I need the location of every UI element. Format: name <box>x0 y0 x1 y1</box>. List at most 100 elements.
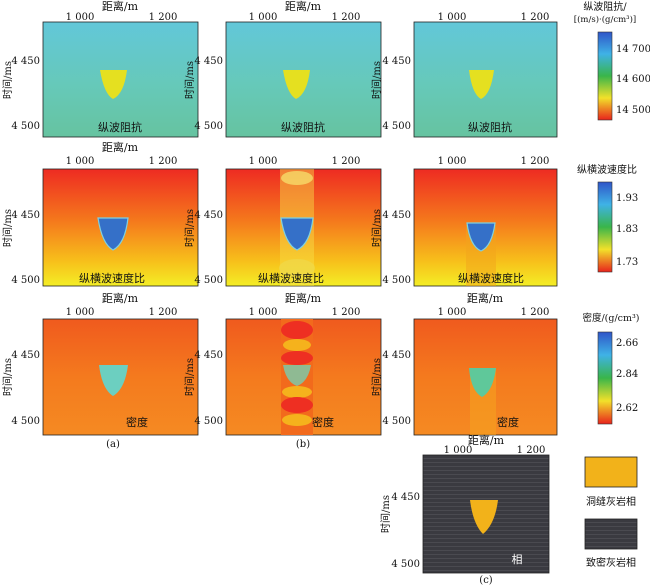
legend-label-tight: 致密灰岩相 <box>586 556 636 569</box>
y-tick: 4 500 <box>382 121 411 132</box>
panel-label: 纵横波速度比 <box>258 271 324 285</box>
x-tick: 1 000 <box>444 445 473 456</box>
legend-label-vuggy: 洞缝灰岩相 <box>586 495 636 508</box>
x-axis-title: 距离/m <box>102 291 139 305</box>
x-tick: 1 000 <box>249 156 278 167</box>
x-tick: 1 200 <box>517 445 546 456</box>
y-axis-title: 时间/ms <box>370 358 383 396</box>
x-tick: 1 000 <box>66 156 95 167</box>
panel-label: 密度 <box>126 415 148 429</box>
y-axis-title: 时间/ms <box>183 358 196 396</box>
y-tick: 4 500 <box>11 121 40 132</box>
y-axis-title: 时间/ms <box>370 209 383 247</box>
y-tick: 4 450 <box>391 492 420 503</box>
colorbar-density <box>597 331 613 425</box>
x-tick: 1 200 <box>149 156 178 167</box>
y-tick: 4 500 <box>11 416 40 427</box>
x-tick: 1 000 <box>438 12 467 23</box>
legend-swatch-tight <box>584 518 638 550</box>
panel-density-b <box>225 318 382 436</box>
panel-impedance-a <box>42 21 199 138</box>
panel-label: 纵波阻抗 <box>468 120 512 134</box>
column-label-a: (a) <box>106 439 120 450</box>
y-tick: 4 500 <box>194 416 223 427</box>
colorbar-tick: 1.93 <box>616 193 638 204</box>
panel-label: 密度 <box>312 415 334 429</box>
panel-vpvs-a <box>42 168 199 287</box>
colorbar-tick: 1.73 <box>616 257 638 268</box>
y-tick: 4 450 <box>382 350 411 361</box>
column-label-b: (b) <box>296 439 310 450</box>
column-label-c: (c) <box>479 575 493 586</box>
y-tick: 4 500 <box>391 559 420 570</box>
x-axis-title: 距离/m <box>285 291 322 305</box>
x-tick: 1 200 <box>521 156 550 167</box>
legend-swatch-vuggy <box>584 456 638 488</box>
colorbar-title: 纵横波速度比 <box>577 163 637 176</box>
y-tick: 4 450 <box>11 350 40 361</box>
y-tick: 4 500 <box>11 275 40 286</box>
y-axis-title: 时间/ms <box>1 61 14 99</box>
y-tick: 4 450 <box>194 56 223 67</box>
x-tick: 1 200 <box>332 12 361 23</box>
x-tick: 1 000 <box>438 156 467 167</box>
y-tick: 4 500 <box>194 121 223 132</box>
y-tick: 4 450 <box>382 210 411 221</box>
colorbar-tick: 14 600 <box>616 74 650 85</box>
colorbar-title: [(m/s)·(g/cm³)] <box>574 14 636 25</box>
y-axis-title: 时间/ms <box>379 495 392 533</box>
y-axis-title: 时间/ms <box>1 209 14 247</box>
x-axis-title: 距离/m <box>467 291 504 305</box>
y-axis-title: 时间/ms <box>183 209 196 247</box>
x-tick: 1 000 <box>249 12 278 23</box>
colorbar-tick: 2.62 <box>616 403 638 414</box>
x-tick: 1 200 <box>149 12 178 23</box>
colorbar-tick: 1.83 <box>616 224 638 235</box>
x-tick: 1 200 <box>149 307 178 318</box>
x-axis-title: 距离/m <box>468 433 505 447</box>
x-tick: 1 200 <box>521 307 550 318</box>
panel-label: 纵横波速度比 <box>79 271 145 285</box>
panel-label: 纵波阻抗 <box>98 120 142 134</box>
panel-label: 纵横波速度比 <box>458 271 524 285</box>
colorbar-tick: 14 700 <box>616 44 650 55</box>
panel-label: 密度 <box>497 415 519 429</box>
y-axis-title: 时间/ms <box>183 61 196 99</box>
y-tick: 4 500 <box>382 416 411 427</box>
panel-density-c <box>413 318 558 436</box>
colorbar-tick: 2.84 <box>616 369 638 380</box>
panel-impedance-b <box>225 21 382 138</box>
colorbar-title: 纵波阻抗/ <box>583 0 627 13</box>
colorbar-vpvs <box>597 181 613 273</box>
colorbar-tick: 14 500 <box>616 105 650 116</box>
y-axis-title: 时间/ms <box>370 61 383 99</box>
panel-vpvs-c <box>413 168 558 287</box>
y-tick: 4 450 <box>11 56 40 67</box>
panel-vpvs-b <box>225 168 382 287</box>
y-tick: 4 450 <box>194 210 223 221</box>
colorbar-impedance <box>597 31 613 121</box>
y-tick: 4 450 <box>382 56 411 67</box>
colorbar-title: 密度/(g/cm³) <box>582 312 639 324</box>
panel-impedance-c <box>413 21 558 138</box>
y-tick: 4 450 <box>194 350 223 361</box>
x-axis-title: 距离/m <box>102 0 139 13</box>
panel-label: 纵波阻抗 <box>281 120 325 134</box>
x-tick: 1 000 <box>438 307 467 318</box>
x-tick: 1 000 <box>66 12 95 23</box>
x-tick: 1 000 <box>66 307 95 318</box>
x-tick: 1 000 <box>249 307 278 318</box>
y-tick: 4 450 <box>11 210 40 221</box>
x-axis-title: 距离/m <box>285 0 322 13</box>
y-axis-title: 时间/ms <box>1 358 14 396</box>
y-tick: 4 500 <box>382 275 411 286</box>
panel-facies-c <box>422 454 550 574</box>
panel-density-a <box>42 318 199 436</box>
colorbar-tick: 2.66 <box>616 338 638 349</box>
y-tick: 4 500 <box>194 275 223 286</box>
x-tick: 1 200 <box>521 12 550 23</box>
x-tick: 1 200 <box>332 307 361 318</box>
x-tick: 1 200 <box>332 156 361 167</box>
x-axis-title: 距离/m <box>102 140 139 154</box>
